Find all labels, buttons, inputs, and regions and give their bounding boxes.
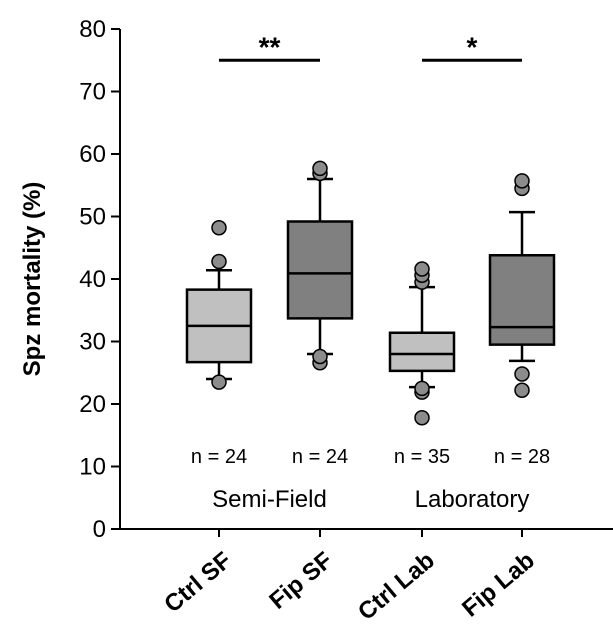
y-tick-label: 50 [79, 204, 106, 231]
x-tick-label: Fip SF [264, 547, 338, 615]
significance-label: ** [259, 31, 281, 62]
outlier-point [414, 261, 430, 277]
y-tick-label: 20 [79, 391, 106, 418]
y-tick-label: 40 [79, 266, 106, 293]
outlier-point [514, 173, 530, 189]
significance-label: * [467, 31, 478, 62]
box-group [286, 160, 354, 371]
outlier-point [312, 348, 328, 365]
box-group [488, 173, 556, 398]
box-group [388, 261, 456, 426]
box [488, 254, 556, 346]
y-axis-label: Spz mortality (%) [19, 182, 46, 377]
box [388, 331, 456, 373]
y-tick-label: 60 [79, 141, 106, 168]
box [286, 220, 354, 320]
sample-size-label: n = 24 [292, 446, 348, 468]
x-tick-label: Fip Lab [457, 547, 540, 623]
outlier-point [312, 160, 328, 177]
annotations: n = 24 n = 24 n = 35 n = 28 Semi-Field Labora… [191, 31, 550, 513]
group-label-laboratory: Laboratory [415, 486, 530, 513]
y-tick-label: 30 [79, 329, 106, 356]
sample-size-label: n = 24 [191, 446, 247, 468]
box-group [185, 220, 253, 390]
group-label-semi-field: Semi-Field [212, 486, 327, 513]
x-tick-label: Ctrl SF [159, 547, 237, 618]
outlier-point [211, 220, 227, 236]
outlier-point [514, 382, 530, 398]
x-tick-label: Ctrl Lab [353, 547, 440, 626]
outlier-point [211, 253, 227, 270]
y-tick-label: 10 [79, 454, 106, 481]
boxes [185, 160, 556, 426]
outlier-point [514, 366, 530, 382]
outlier-point [414, 380, 430, 397]
sample-size-label: n = 35 [394, 446, 450, 468]
outlier-point [211, 374, 227, 390]
y-tick-label: 70 [79, 79, 106, 106]
outlier-point [414, 410, 430, 426]
sample-size-label: n = 28 [494, 446, 550, 468]
y-tick-label: 0 [93, 516, 106, 543]
y-tick-label: 80 [79, 16, 106, 43]
